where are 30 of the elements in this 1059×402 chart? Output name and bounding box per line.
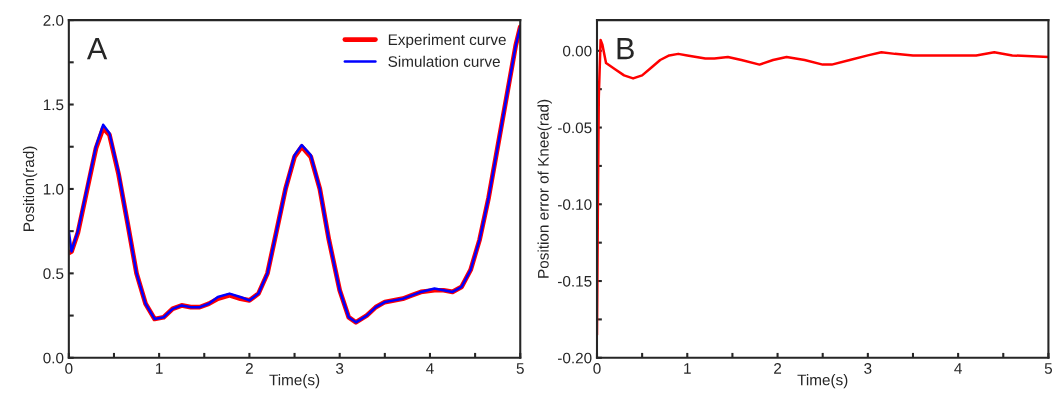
x-tick-label: 5 [516,363,524,374]
y-tick-label: -0.10 [557,199,592,210]
y-tick-label: -0.20 [557,352,592,364]
x-axis-title: Time(s) [269,374,320,389]
x-tick-label: 1 [156,363,163,374]
y-tick-label: 1.5 [43,99,64,111]
y-tick-label: 1.0 [43,183,64,195]
y-axis-title: Position(rad) [22,146,38,231]
x-tick-label: 3 [336,363,344,374]
x-tick-label: 0 [593,363,601,374]
x-tick-label: 2 [774,363,782,374]
x-tick-label: 0 [65,363,73,374]
x-tick-label: 5 [1044,363,1053,374]
y-axis-title: Position error of Knee(rad) [537,99,552,278]
x-tick-label: 4 [954,363,962,374]
y-tick-label: 2.0 [43,14,64,26]
x-tick-label: 1 [684,363,691,374]
x-axis-title: Time(s) [797,374,848,389]
y-tick-label: -0.15 [557,275,592,287]
y-tick-label: -0.05 [557,122,592,134]
x-tick-label: 3 [864,363,872,374]
annotation: A [86,38,108,60]
y-tick-label: 0.00 [563,45,592,57]
annotation: B [617,38,634,60]
y-tick-label: 0.0 [43,352,64,364]
x-tick-label: 4 [426,363,434,374]
legend-label: Experiment curve [388,33,506,49]
x-tick-label: 2 [245,363,253,374]
y-tick-label: 0.5 [43,268,64,280]
legend-label: Simulation curve [388,55,500,67]
